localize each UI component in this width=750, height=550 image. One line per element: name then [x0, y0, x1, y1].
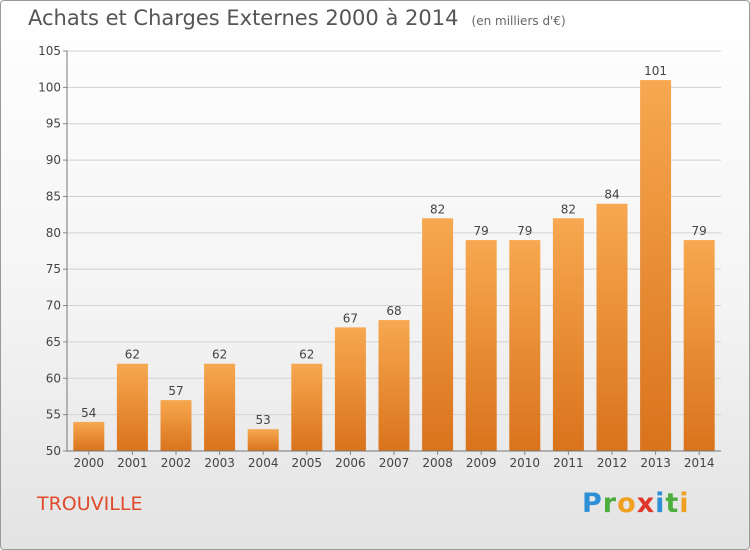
bar	[291, 363, 323, 451]
chart-title: Achats et Charges Externes 2000 à 2014	[28, 6, 459, 30]
chart-subtitle: (en milliers d'€)	[471, 14, 566, 28]
y-tick-label: 80	[46, 226, 61, 240]
x-tick-label: 2014	[684, 456, 715, 470]
x-tick-label: 2004	[248, 456, 279, 470]
bar	[509, 240, 541, 451]
y-tick-label: 65	[46, 335, 61, 349]
x-tick-label: 2008	[422, 456, 453, 470]
x-tick-label: 2006	[335, 456, 366, 470]
data-label: 82	[561, 202, 576, 216]
bar	[334, 327, 366, 451]
y-tick-label: 60	[46, 371, 61, 385]
data-label: 68	[386, 304, 401, 318]
x-tick-label: 2005	[292, 456, 323, 470]
y-tick-label: 95	[46, 117, 61, 131]
data-label: 57	[168, 384, 183, 398]
logo-letter: o	[617, 488, 637, 519]
y-tick-label: 75	[46, 262, 61, 276]
data-label: 82	[430, 202, 445, 216]
y-tick-label: 55	[46, 408, 61, 422]
bars: 54 62 57 62 53 62 67 68 82 79 79 82 84 101 79	[73, 64, 715, 451]
bar	[683, 240, 715, 451]
bar	[640, 80, 672, 451]
x-tick-label: 2012	[597, 456, 628, 470]
x-tick-label: 2007	[379, 456, 410, 470]
bar	[116, 363, 148, 451]
logo-letter: P	[582, 488, 603, 519]
bar	[465, 240, 497, 451]
x-tick-label: 2001	[117, 456, 148, 470]
bar	[596, 203, 628, 451]
data-label: 101	[644, 64, 667, 78]
x-tick-label: 2013	[640, 456, 671, 470]
axes: 50 55 60 65 70 75 80 85 90 95 100 105 2000 2001 2002 20…	[38, 44, 721, 470]
data-label: 53	[256, 413, 271, 427]
data-label: 79	[474, 224, 489, 238]
bar	[204, 363, 236, 451]
logo-letter: i	[655, 488, 666, 519]
x-tick-label: 2002	[161, 456, 192, 470]
x-tick-label: 2003	[204, 456, 235, 470]
bar	[73, 421, 105, 451]
x-tick-label: 2009	[466, 456, 497, 470]
data-label: 79	[692, 224, 707, 238]
proxiti-logo: Proxiti	[582, 488, 690, 519]
town-name: TROUVILLE	[37, 493, 143, 515]
bar	[422, 218, 454, 451]
y-tick-label: 85	[46, 189, 61, 203]
data-label: 67	[343, 311, 358, 325]
bar	[160, 400, 192, 451]
y-tick-label: 90	[46, 153, 61, 167]
logo-letter: t	[665, 488, 680, 519]
x-tick-label: 2010	[510, 456, 541, 470]
bar	[247, 429, 279, 451]
y-tick-label: 70	[46, 299, 61, 313]
data-label: 62	[125, 348, 140, 362]
logo-letter: r	[602, 488, 618, 519]
bar	[378, 320, 410, 451]
y-tick-label: 50	[46, 444, 61, 458]
data-label: 79	[517, 224, 532, 238]
y-tick-label: 100	[38, 80, 61, 94]
data-label: 84	[604, 188, 619, 202]
logo-letter: i	[679, 488, 690, 519]
logo-letter: x	[636, 488, 656, 519]
x-tick-label: 2000	[74, 456, 105, 470]
data-label: 62	[299, 348, 314, 362]
title-row: Achats et Charges Externes 2000 à 2014 (…	[28, 6, 566, 30]
data-label: 62	[212, 348, 227, 362]
data-label: 54	[81, 406, 96, 420]
x-tick-label: 2011	[553, 456, 584, 470]
y-tick-label: 105	[38, 44, 61, 58]
bar	[552, 218, 584, 451]
